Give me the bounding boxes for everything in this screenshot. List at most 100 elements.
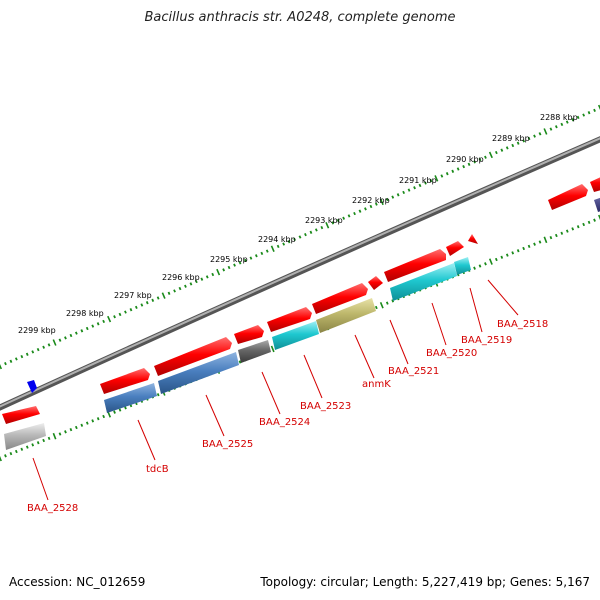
scale-label: 2290 kbp (446, 155, 484, 164)
scale-tick (597, 104, 600, 110)
scale-tick (102, 414, 106, 419)
scale-tick (379, 301, 384, 309)
gene-arrow[interactable] (234, 325, 264, 344)
scale-tick (582, 222, 586, 227)
scale-tick (560, 122, 564, 127)
scale-label: 2294 kbp (258, 235, 296, 244)
scale-tick (211, 272, 215, 277)
scale-tick (407, 188, 411, 192)
scale-tick (571, 227, 575, 231)
scale-tick (456, 167, 460, 171)
scale-label: 2296 kbp (162, 273, 200, 282)
gene-block[interactable] (594, 196, 600, 212)
scale-tick (593, 218, 596, 222)
scale-tick (304, 233, 307, 237)
gene-arrow[interactable] (2, 406, 40, 424)
scale-tick (25, 352, 29, 356)
gene-arrow[interactable] (154, 337, 232, 376)
scale-tick (69, 427, 73, 432)
scale-tick (396, 193, 400, 197)
gene-arrow[interactable] (100, 368, 150, 394)
gene-block[interactable] (454, 257, 471, 275)
scale-tick (238, 360, 242, 364)
scale-tick (413, 186, 416, 190)
scale-tick (488, 258, 493, 265)
gene-block[interactable] (316, 298, 376, 333)
scale-tick (336, 218, 340, 223)
forward-strand-genes (2, 175, 600, 424)
scale-tick (31, 443, 35, 447)
scale-tick (96, 322, 100, 326)
gene-arrow[interactable] (267, 307, 312, 332)
scale-label: 2288 kbp (540, 113, 578, 122)
scale-tick (314, 228, 318, 232)
gene-block[interactable] (272, 321, 319, 350)
scale-tick (124, 310, 127, 314)
scale-tick (216, 268, 221, 276)
scale-tick (554, 125, 558, 129)
gene-arrow[interactable] (384, 249, 446, 282)
gene-arrow[interactable] (468, 234, 478, 244)
map-title: Bacillus anthracis str. A0248, complete … (144, 10, 456, 25)
scale-tick (505, 253, 509, 257)
scale-tick (80, 423, 84, 427)
gene-block[interactable] (104, 383, 157, 413)
scale-tick (254, 254, 258, 258)
gene-block[interactable] (158, 352, 239, 394)
scale-tick (222, 268, 226, 272)
scale-tick (102, 319, 106, 324)
scale-tick (374, 202, 378, 206)
scale-tick (173, 289, 176, 293)
scale-tick (20, 447, 24, 451)
scale-tick (74, 425, 78, 430)
scale-tick (96, 417, 100, 421)
gene-arrow[interactable] (368, 276, 383, 290)
gene-block[interactable] (390, 263, 457, 301)
scale-tick (124, 406, 127, 410)
scale-label: 2295 kbp (210, 255, 248, 264)
scale-tick (543, 236, 548, 244)
scale-tick (270, 245, 275, 253)
scale-tick (484, 262, 487, 266)
scale-tick (505, 146, 509, 150)
scale-tick (91, 419, 95, 423)
scale-label: 2293 kbp (305, 216, 343, 225)
scale-tick (145, 301, 149, 305)
gene-label: BAA_2525 (202, 439, 253, 450)
scale-tick (576, 225, 580, 229)
scale-tick (118, 408, 122, 412)
genome-backbone-highlight (0, 137, 600, 408)
gene-block[interactable] (238, 340, 271, 363)
gene-arrow[interactable] (548, 184, 588, 210)
gene-block[interactable] (4, 423, 46, 450)
gene-arrow[interactable] (590, 175, 600, 192)
scale-tick (516, 249, 520, 253)
scale-tick (385, 301, 389, 305)
scale-tick (582, 113, 586, 117)
scale-tick (434, 175, 439, 182)
scale-tick (522, 139, 526, 143)
gene-arrow[interactable] (312, 283, 368, 314)
gene-arrow[interactable] (446, 241, 464, 256)
scale-tick (80, 329, 84, 333)
scale-tick (260, 251, 264, 256)
gene-label: BAA_2524 (259, 417, 310, 428)
scale-tick (298, 235, 302, 239)
scale-tick (36, 441, 40, 445)
scale-label: 2289 kbp (492, 134, 530, 143)
outer-scale-ticks (0, 104, 600, 370)
scale-tick (342, 216, 346, 220)
scale-tick (270, 345, 275, 353)
scale-tick (554, 233, 558, 238)
scale-tick (565, 120, 569, 124)
accession-text: Accession: NC_012659 (9, 575, 146, 589)
scale-tick (511, 143, 515, 148)
gene-arrow-small[interactable] (27, 380, 37, 393)
scale-tick (473, 160, 476, 164)
scale-tick (9, 451, 13, 456)
scale-tick (107, 315, 112, 323)
scale-tick (576, 115, 580, 120)
scale-tick (587, 111, 591, 115)
reverse-strand-genes (4, 196, 600, 450)
